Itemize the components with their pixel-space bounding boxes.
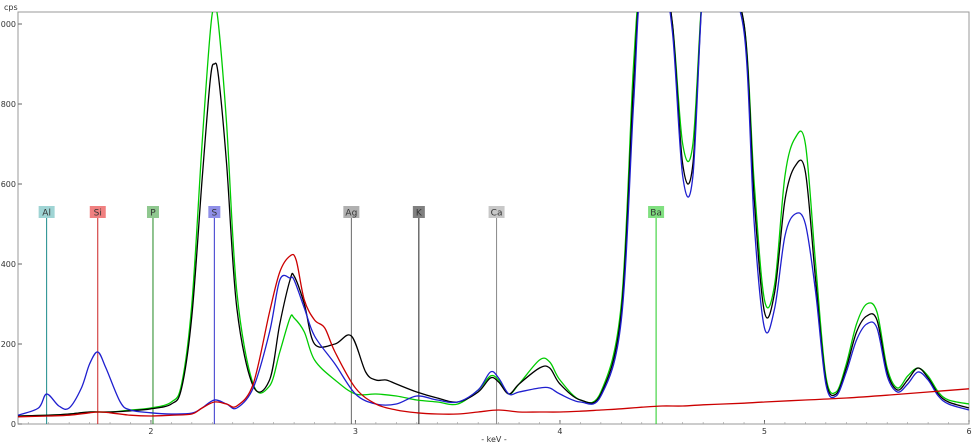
element-label-ca: Ca [491,209,503,219]
x-tick-label: 6 [966,427,971,436]
axis-layer [18,23,970,425]
spectrum-series-4 [18,253,969,418]
tick-labels: 0 200 400 600 800 1000 2 3 4 5 6 [0,20,972,436]
y-tick-label: 0 [11,420,16,429]
x-tick-label: 2 [148,427,153,436]
element-tag-ca[interactable] [488,206,505,218]
element-label-k: K [416,209,423,219]
spectrum-series-2 [18,12,969,417]
element-label-p: P [150,209,156,219]
y-tick-label: 1000 [0,20,16,29]
element-marker-lines [46,218,657,424]
element-label-ba: Ba [650,209,662,219]
x-tick-label: 3 [353,427,358,436]
y-tick-label: 400 [1,260,16,269]
element-tag-s[interactable] [208,206,221,218]
element-label-al: Al [42,209,51,219]
element-tag-p[interactable] [146,206,159,218]
element-marker-tags: Al Si P S Ag K Ca Ba [38,206,665,219]
element-tag-ag[interactable] [343,206,360,218]
series-layer [18,12,969,418]
element-label-ag: Ag [345,209,357,219]
spectrum-series-3 [18,12,969,416]
x-tick-label: 5 [762,427,767,436]
spectrum-series-1 [18,12,969,417]
y-tick-label: 800 [1,100,16,109]
y-tick-label: 600 [1,180,16,189]
element-tag-k[interactable] [412,206,425,218]
element-label-s: S [211,209,217,219]
element-label-si: Si [94,209,102,219]
y-axis-label: cps [4,3,18,12]
x-tick-label: 4 [557,427,562,436]
y-tick-label: 200 [1,340,16,349]
element-tag-al[interactable] [38,206,55,218]
x-axis-label: - keV - [481,435,507,444]
element-tag-si[interactable] [89,206,106,218]
element-tag-ba[interactable] [648,206,665,218]
